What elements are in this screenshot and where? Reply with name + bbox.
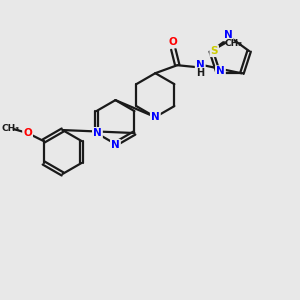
Text: H: H [196, 68, 204, 78]
Text: N: N [196, 60, 205, 70]
Text: S: S [210, 46, 218, 56]
Text: N: N [111, 140, 120, 150]
Text: O: O [169, 37, 178, 47]
Text: N: N [151, 112, 160, 122]
Text: CH₃: CH₃ [224, 39, 242, 48]
Text: N: N [216, 66, 225, 76]
Text: N: N [93, 128, 102, 138]
Text: O: O [23, 128, 32, 138]
Text: N: N [224, 30, 233, 40]
Text: CH₃: CH₃ [2, 124, 20, 133]
